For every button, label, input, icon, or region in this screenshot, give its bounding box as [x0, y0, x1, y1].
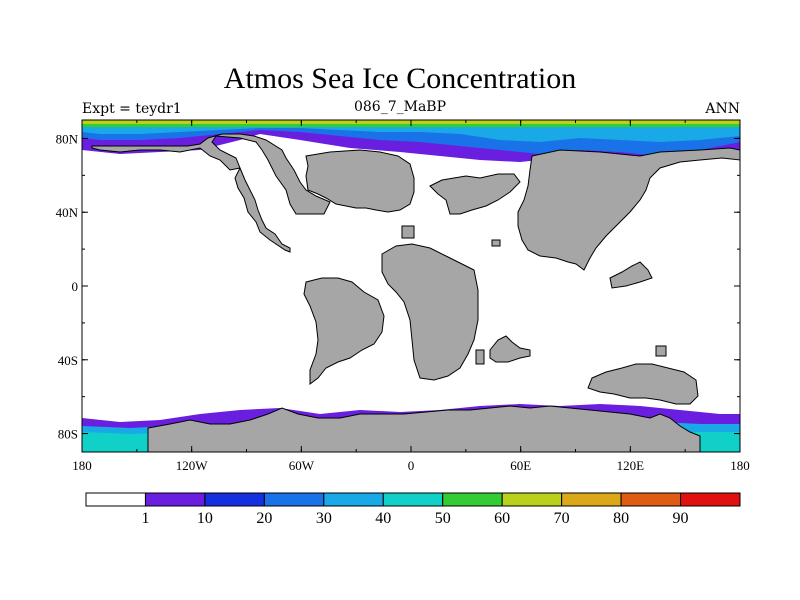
- colorbar-label: 1: [141, 510, 149, 527]
- x-tick-label: 180: [72, 458, 92, 473]
- x-tick-label: 120E: [617, 458, 645, 473]
- y-tick-label: 0: [72, 279, 79, 294]
- land-island-east: [491, 239, 501, 247]
- land-africa: [381, 243, 479, 381]
- plot-title: Atmos Sea Ice Concentration: [223, 62, 577, 95]
- land-se-asia-islands: [609, 261, 653, 289]
- map-frame: [81, 119, 741, 453]
- colorbar-labels: 1 10 20 30 40 50 60 70 80 90: [141, 510, 688, 527]
- colorbar-swatch: [263, 492, 325, 507]
- colorbar-label: 50: [435, 510, 451, 527]
- colorbar-label: 40: [375, 510, 391, 527]
- land-eurasia: [517, 147, 741, 271]
- colorbar-swatch: [620, 492, 682, 507]
- land-island-pacific: [655, 345, 667, 357]
- x-tick-marks: [81, 120, 741, 452]
- x-tick-labels: 180 120W 60W 0 60E 120E 180: [72, 458, 750, 473]
- colorbar-swatch: [204, 492, 265, 507]
- colorbar-swatch: [442, 492, 503, 507]
- colorbar: [85, 492, 741, 507]
- y-tick-label: 80N: [56, 131, 79, 146]
- land-antarctica: [147, 405, 701, 453]
- land-south-america: [303, 277, 385, 385]
- x-tick-label: 60E: [510, 458, 531, 473]
- x-tick-label: 120W: [176, 458, 209, 473]
- colorbar-swatch: [144, 492, 206, 507]
- colorbar-label: 80: [613, 510, 629, 527]
- season-label: ANN: [705, 101, 740, 117]
- colorbar-swatch: [382, 492, 444, 507]
- land-masses: [91, 133, 741, 453]
- y-tick-label: 80S: [58, 427, 78, 442]
- colorbar-swatch: [85, 492, 146, 507]
- colorbar-label: 20: [256, 510, 272, 527]
- arctic-ice-level-40: [82, 127, 740, 142]
- colorbar-label: 70: [554, 510, 570, 527]
- x-tick-label: 0: [408, 458, 415, 473]
- x-tick-label: 60W: [289, 458, 315, 473]
- colorbar-label: 30: [316, 510, 332, 527]
- colorbar-label: 90: [673, 510, 689, 527]
- colorbar-label: 10: [197, 510, 213, 527]
- colorbar-swatch: [561, 492, 622, 507]
- y-tick-labels: 80N 40N 0 40S 80S: [56, 131, 79, 441]
- y-tick-label: 40N: [56, 205, 79, 220]
- x-tick-label: 180: [730, 458, 750, 473]
- experiment-label: Expt = teydr1: [82, 101, 182, 117]
- land-island-north: [401, 225, 415, 239]
- land-australia: [587, 363, 699, 405]
- colorbar-label: 60: [494, 510, 510, 527]
- colorbar-swatch: [501, 492, 563, 507]
- y-tick-marks: [82, 137, 740, 435]
- land-north-america: [91, 133, 331, 253]
- colorbar-swatch: [323, 492, 384, 507]
- land-europe-west: [429, 173, 521, 215]
- land-island-indian: [475, 349, 485, 365]
- land-madagascar: [489, 335, 531, 363]
- land-greenland: [305, 149, 415, 213]
- y-tick-label: 40S: [58, 353, 78, 368]
- colorbar-swatch: [680, 492, 741, 507]
- period-label: 086_7_MaBP: [353, 99, 447, 115]
